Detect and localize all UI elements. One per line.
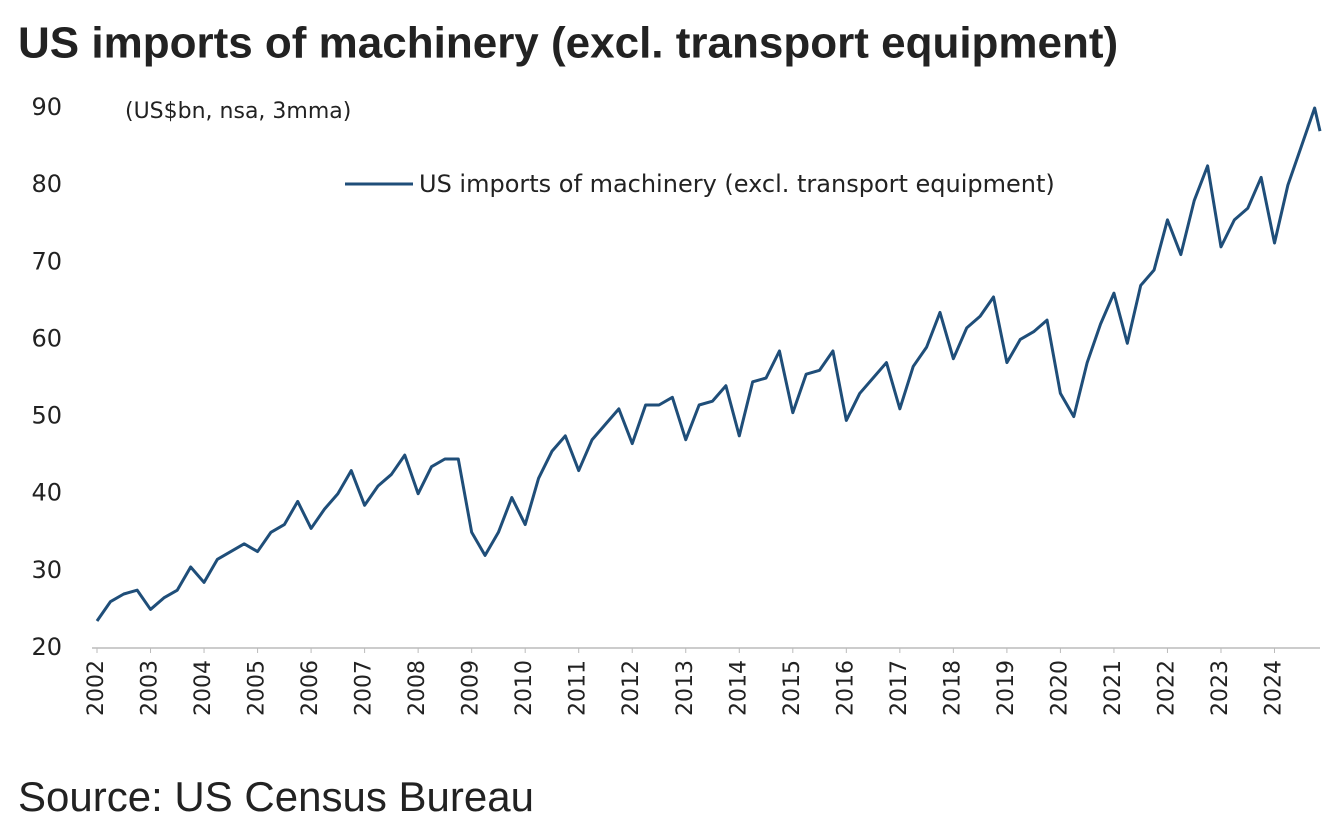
x-tick-label: 2002 [84,660,109,716]
x-tick-label: 2013 [673,660,698,716]
y-tick-label: 20 [31,633,62,661]
x-tick-label: 2009 [459,660,484,716]
series-line [95,106,1322,622]
y-tick-label: 80 [31,170,62,198]
x-tick-label: 2022 [1154,660,1179,716]
x-tick-label: 2017 [887,660,912,716]
x-tick-label: 2024 [1262,660,1287,716]
x-tick-label: 2020 [1047,660,1072,716]
x-tick-label: 2005 [245,660,270,716]
y-tick-label: 30 [31,556,62,584]
x-tick-label: 2023 [1208,660,1233,716]
y-tick-label: 40 [31,479,62,507]
x-tick-label: 2004 [191,660,216,716]
x-tick-label: 2012 [619,660,644,716]
x-tick-label: 2019 [994,660,1019,716]
x-tick-label: 2015 [780,660,805,716]
y-tick-label: 90 [31,93,62,121]
legend-label: US imports of machinery (excl. transport… [419,170,1055,198]
x-tick-label: 2011 [566,660,591,716]
x-tick-label: 2018 [940,660,965,716]
x-tick-label: 2014 [726,660,751,716]
source: Source: US Census Bureau [18,773,534,820]
chart-title: US imports of machinery (excl. transport… [18,19,1118,68]
subtitle: (US$bn, nsa, 3mma) [125,99,351,124]
x-tick-label: 2007 [352,660,377,716]
y-tick-label: 60 [31,324,62,352]
x-tick-label: 2008 [405,660,430,716]
x-tick-label: 2003 [138,660,163,716]
x-tick-label: 2016 [833,660,858,716]
x-tick-label: 2006 [298,660,323,716]
y-tick-label: 50 [31,402,62,430]
x-tick-label: 2021 [1101,660,1126,716]
y-tick-label: 70 [31,247,62,275]
x-tick-label: 2010 [512,660,537,716]
